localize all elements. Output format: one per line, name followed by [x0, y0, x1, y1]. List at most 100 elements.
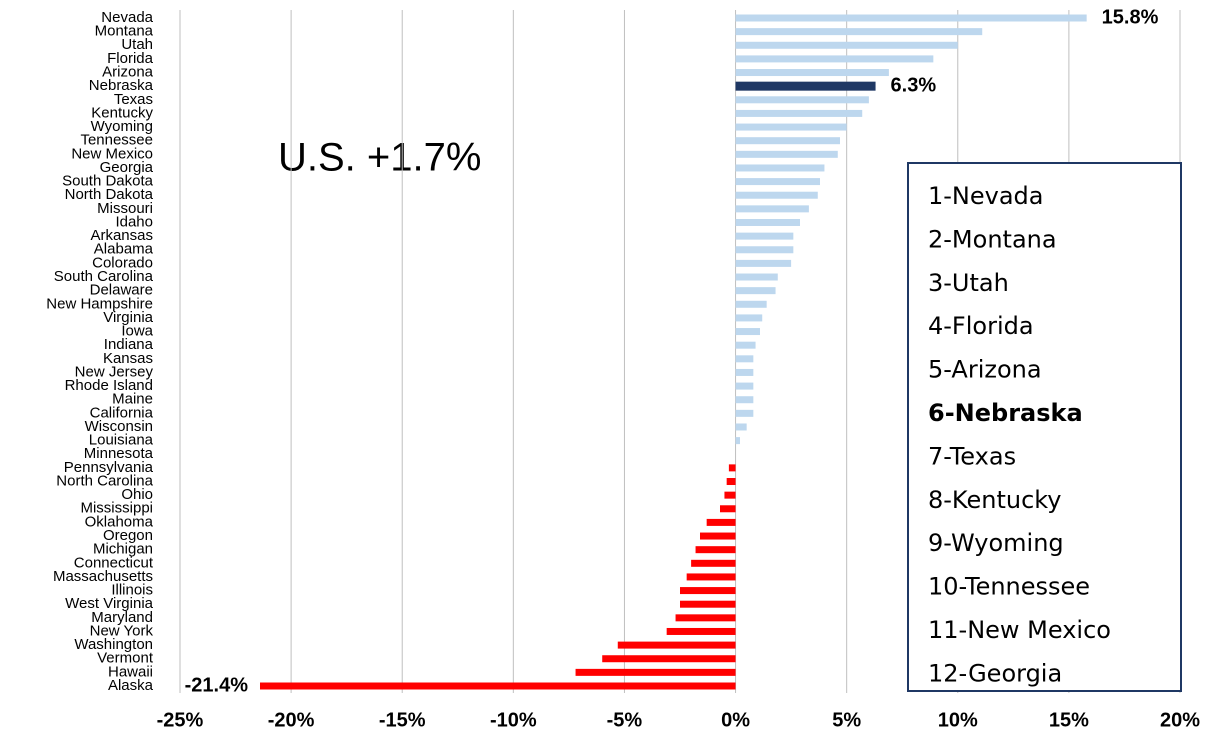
bar [735, 109, 863, 117]
y-tick-label: Louisiana [89, 432, 154, 449]
legend-item: 2-Montana [928, 225, 1057, 253]
bar [735, 287, 776, 295]
bar [700, 532, 736, 540]
legend-item: 5-Arizona [928, 356, 1042, 384]
bar [735, 191, 818, 199]
x-tick-label: 10% [938, 709, 978, 731]
y-tick-label: Missouri [97, 200, 153, 217]
bar [735, 382, 754, 390]
value-label: 6.3% [891, 74, 937, 96]
bar [735, 232, 794, 240]
legend-item: 12-Georgia [928, 659, 1062, 687]
x-tick-label: 5% [832, 709, 861, 731]
y-tick-label: Maryland [91, 609, 153, 626]
bar [617, 641, 736, 649]
value-label: 15.8% [1102, 6, 1159, 28]
legend-item: 8-Kentucky [928, 486, 1062, 514]
bar [720, 505, 736, 513]
bar [666, 627, 736, 635]
y-tick-label: Tennessee [80, 132, 153, 149]
legend-item: 3-Utah [928, 269, 1009, 297]
bar [602, 655, 736, 663]
legend-box [907, 162, 1182, 692]
y-tick-label: Iowa [121, 323, 153, 340]
y-tick-label: South Carolina [54, 268, 154, 285]
bar [735, 341, 756, 349]
bar [735, 150, 838, 158]
y-tick-label: Wisconsin [85, 418, 153, 435]
bar [735, 137, 840, 145]
bar [735, 96, 869, 104]
y-tick-label: Idaho [115, 213, 153, 230]
y-tick-label: Oklahoma [85, 513, 154, 530]
x-tick-label: -25% [157, 709, 204, 731]
y-tick-label: Massachusetts [53, 568, 153, 585]
y-tick-label: Minnesota [84, 445, 154, 462]
bar [735, 178, 820, 186]
bar [735, 300, 767, 308]
annotation: U.S. +1.7% [278, 136, 481, 180]
bar [735, 423, 747, 431]
y-tick-label: Georgia [100, 159, 154, 176]
y-tick-label: Indiana [104, 336, 154, 353]
bar [735, 41, 958, 49]
x-tick-label: -5% [607, 709, 643, 731]
legend-item: 7-Texas [928, 442, 1016, 470]
bar [728, 464, 736, 472]
y-tick-label: Texas [114, 91, 153, 108]
y-tick-label: Mississippi [80, 500, 153, 517]
bar [706, 518, 736, 526]
y-tick-label: Connecticut [74, 554, 154, 571]
y-tick-label: Pennsylvania [64, 459, 154, 476]
legend-item: 9-Wyoming [928, 529, 1064, 557]
bar [735, 273, 778, 281]
y-tick-label: Montana [95, 23, 154, 40]
y-tick-label: Hawaii [108, 663, 153, 680]
y-tick-label: Florida [107, 50, 154, 67]
bar [735, 437, 740, 445]
bar [735, 123, 847, 131]
y-tick-label: Utah [121, 36, 153, 53]
bar [735, 55, 934, 63]
bar [675, 614, 736, 622]
y-tick-label: Virginia [103, 309, 153, 326]
y-tick-label: Maine [112, 391, 153, 408]
value-label: -21.4% [185, 674, 249, 696]
y-tick-label: Michigan [93, 541, 153, 558]
bar [680, 587, 736, 595]
y-tick-label: Alaska [108, 677, 154, 694]
bar [735, 164, 825, 172]
y-tick-label: California [90, 404, 154, 421]
legend-item: 4-Florida [928, 312, 1034, 340]
x-tick-label: 20% [1160, 709, 1200, 731]
y-tick-label: Delaware [90, 282, 153, 299]
y-tick-label: New Hampshire [46, 295, 153, 312]
bar [735, 355, 754, 363]
x-tick-label: -20% [268, 709, 315, 731]
y-tick-label: Arizona [102, 63, 154, 80]
bar [575, 668, 736, 676]
y-tick-label: Arkansas [90, 227, 153, 244]
y-tick-label: New York [90, 622, 154, 639]
bar [686, 573, 736, 581]
y-tick-label: Alabama [94, 241, 154, 258]
bar [735, 246, 794, 254]
bar [695, 546, 736, 554]
y-tick-label: New Jersey [75, 363, 154, 380]
bar [735, 218, 800, 226]
y-tick-label: Nevada [101, 9, 153, 26]
legend-item: 10-Tennessee [928, 573, 1090, 601]
y-tick-label: Nebraska [89, 77, 154, 94]
y-tick-label: South Dakota [62, 173, 154, 190]
y-tick-label: Kentucky [91, 104, 153, 121]
y-tick-label: Colorado [92, 254, 153, 271]
y-tick-label: North Dakota [65, 186, 154, 203]
legend-item: 11-New Mexico [928, 616, 1111, 644]
bar [735, 396, 754, 404]
bar [724, 491, 736, 499]
bar [735, 259, 792, 267]
bar [735, 14, 1087, 22]
y-tick-label: New Mexico [71, 145, 153, 162]
x-tick-label: 15% [1049, 709, 1089, 731]
y-tick-label: North Carolina [56, 472, 153, 489]
